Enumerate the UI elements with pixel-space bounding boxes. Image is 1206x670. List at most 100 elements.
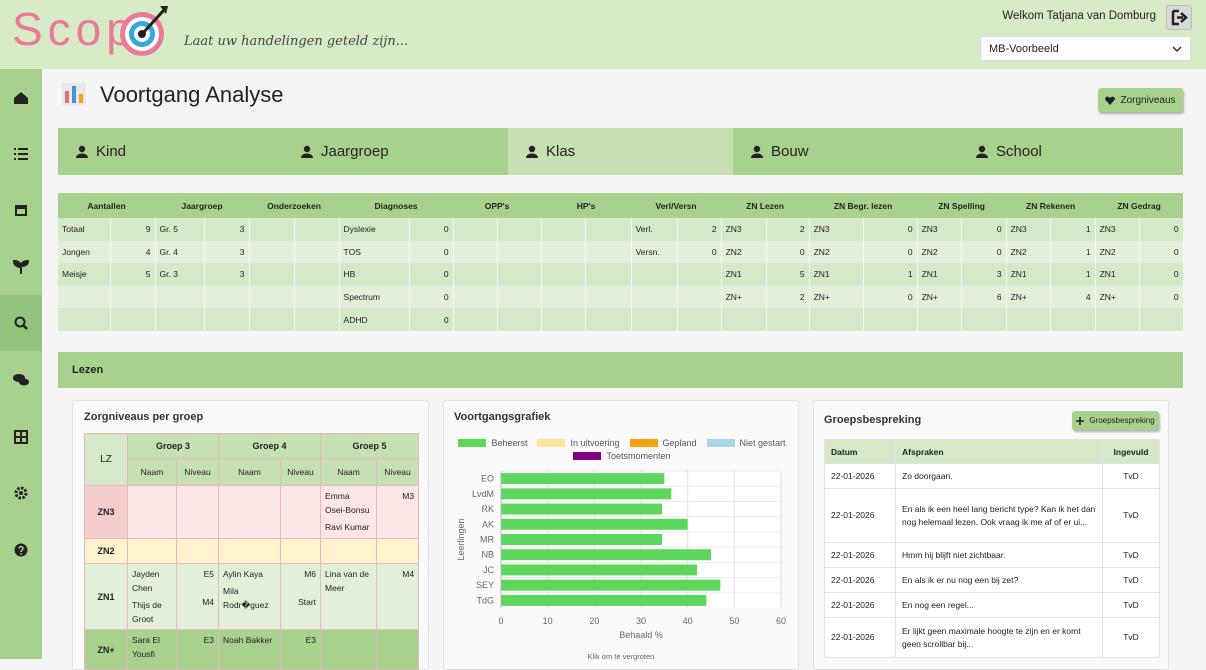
student-level: M6 [304, 569, 317, 579]
bar [501, 518, 688, 530]
table-cell: TvD [1102, 542, 1160, 568]
cell-text: Versn. [635, 246, 660, 257]
name-cell [320, 629, 378, 670]
column-header: Afspraken [895, 439, 1103, 464]
table-cell: ZN2 [1006, 240, 1051, 264]
zorgniveaus-button[interactable]: Zorgniveaus [1098, 88, 1183, 112]
level-row: ZN3 Emma Osei-Bonsu Ravi Kumar M3 [84, 485, 420, 539]
table-cell: Gr. 4 [155, 240, 205, 264]
cell-text: ZN1 [1010, 269, 1027, 280]
logout-button[interactable] [1166, 5, 1192, 30]
cell-text: 0 [1173, 224, 1179, 235]
table-cell: 1 [1050, 263, 1096, 286]
tab[interactable]: Klas [508, 128, 733, 175]
tab[interactable]: Bouw [733, 128, 958, 175]
level-cell: ZN1 [84, 563, 128, 630]
nav-home[interactable] [0, 70, 42, 126]
cell-text: ZN3 [1010, 224, 1027, 235]
add-groepsbespreking-button[interactable]: Groepsbespreking [1072, 411, 1159, 430]
table-cell [497, 240, 542, 264]
y-tick-label: EO [481, 474, 494, 484]
student-level: E3 [203, 635, 215, 645]
logo-target [120, 6, 168, 56]
table-cell: Verl. [631, 218, 678, 241]
stats-table: Aantallen Jaargroep Onderzoeken Diagnoses OP… [58, 193, 1184, 331]
column-header: ZN Lezen [721, 193, 810, 218]
level-row: ZN1 Jayden Chen Thijs de Groot E5 M4 Aylin Ka… [84, 563, 420, 630]
x-tick-label: 20 [589, 616, 599, 626]
legend-swatch [458, 439, 487, 447]
table-cell: 0 [409, 308, 454, 331]
card-title: Zorgniveaus per groep [84, 411, 204, 423]
nav-chat[interactable] [0, 352, 42, 408]
nav-grid[interactable] [0, 409, 42, 465]
table-cell [497, 218, 542, 241]
table-cell [961, 308, 1007, 331]
table-cell [497, 308, 542, 331]
nav-growth[interactable] [0, 239, 42, 295]
cell-text: Gr. 4 [159, 246, 178, 257]
table-cell: 0 [863, 285, 918, 309]
school-select[interactable]: MB-Voorbeeld [980, 36, 1191, 61]
cell-text: ZN+ [1099, 292, 1116, 303]
level-value-cell [280, 485, 322, 539]
name-cell [127, 538, 177, 564]
table-cell [631, 308, 678, 331]
column-header: Datum [824, 439, 896, 464]
legend-swatch [573, 452, 602, 460]
cell-text: 2 [799, 292, 805, 303]
bar [501, 473, 665, 485]
table-cell: 0 [409, 240, 454, 264]
nav-analysis-active[interactable] [0, 295, 42, 351]
nav-tasks[interactable] [0, 126, 42, 182]
x-tick-label: 40 [683, 616, 693, 626]
y-tick-label: TdG [476, 595, 494, 605]
column-header: Jaargroep [155, 193, 250, 218]
progress-chart: 0 10 20 30 40 50 60 EO LvdM RK AK MR NB JC SEY TdG Behaa… [456, 470, 786, 661]
y-tick-label: JC [483, 565, 495, 575]
cell-text: Gr. 5 [159, 224, 178, 235]
table-cell: 9 [110, 218, 156, 241]
table-cell [1095, 308, 1140, 331]
cell-text: HB [343, 269, 356, 280]
table-cell: 2 [677, 218, 722, 241]
progress-card[interactable]: Voortgangsgrafiek Beheerst In uitvoering G… [443, 400, 799, 670]
table-cell: 1 [1050, 240, 1096, 264]
nav-help[interactable] [0, 522, 42, 578]
page-title: Voortgang Analyse [100, 82, 284, 107]
table-cell: 1 [863, 263, 918, 286]
cell-text: 0 [996, 246, 1002, 257]
table-cell: Versn. [631, 240, 678, 264]
column-header: Aantallen [58, 193, 156, 218]
level-value-cell: M4 [376, 563, 420, 630]
tab[interactable]: Kind [58, 128, 283, 175]
cell-text: ZN+ [813, 292, 830, 303]
nav-calendar[interactable] [0, 182, 42, 238]
title-icon [62, 83, 86, 105]
table-cell: 5 [766, 263, 810, 286]
table-cell [721, 308, 767, 331]
welcome-text: Welkom Tatjana van Domburg [1002, 10, 1156, 22]
table-cell [155, 285, 205, 309]
bar [501, 534, 662, 545]
table-cell [58, 308, 111, 331]
table-cell: 22-01-2026 [824, 488, 896, 543]
column-header: OPP's [453, 193, 542, 218]
cell-text: ZN3 [921, 224, 938, 235]
chevron [1172, 46, 1182, 53]
card-title: Groepsbespreking [824, 414, 922, 426]
tab[interactable]: School [958, 128, 1183, 175]
level-cell: ZN+ [84, 629, 128, 670]
nav-settings[interactable] [0, 465, 42, 521]
level-value-cell [175, 485, 220, 539]
bar [501, 503, 662, 515]
name-cell [218, 485, 282, 539]
level-value-cell [376, 629, 420, 670]
table-cell: ZN2 [721, 240, 767, 264]
cell-text: 3 [239, 224, 245, 235]
cell-text: 9 [145, 224, 151, 235]
level-value-cell [376, 538, 420, 564]
tab[interactable]: Jaargroep [283, 128, 508, 175]
group-header: Groep 3 [126, 433, 220, 459]
logo-text[interactable]: Scop [12, 3, 137, 55]
